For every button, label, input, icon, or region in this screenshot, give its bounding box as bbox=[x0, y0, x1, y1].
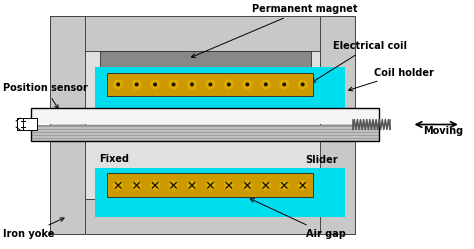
Text: Electrical coil: Electrical coil bbox=[312, 41, 407, 82]
Circle shape bbox=[264, 83, 267, 86]
Bar bbox=[31, 124, 379, 141]
Bar bbox=[95, 67, 345, 116]
Circle shape bbox=[136, 83, 138, 86]
Bar bbox=[320, 16, 355, 234]
Circle shape bbox=[114, 80, 123, 89]
Circle shape bbox=[206, 80, 215, 89]
Text: Permanent magnet: Permanent magnet bbox=[191, 4, 357, 58]
Circle shape bbox=[261, 80, 270, 89]
Circle shape bbox=[280, 80, 289, 89]
Circle shape bbox=[283, 83, 285, 86]
Circle shape bbox=[225, 80, 233, 89]
Bar bbox=[100, 51, 310, 67]
Bar bbox=[108, 174, 313, 197]
Circle shape bbox=[298, 80, 307, 89]
Bar bbox=[95, 168, 345, 217]
Text: Position sensor: Position sensor bbox=[3, 83, 88, 109]
Circle shape bbox=[225, 181, 233, 190]
Bar bbox=[31, 108, 379, 124]
Circle shape bbox=[169, 181, 178, 190]
Bar bbox=[50, 16, 85, 234]
Bar bbox=[31, 108, 379, 141]
Circle shape bbox=[132, 181, 141, 190]
Bar bbox=[50, 16, 355, 51]
Circle shape bbox=[206, 181, 215, 190]
Circle shape bbox=[169, 80, 178, 89]
Circle shape bbox=[301, 83, 304, 86]
Bar bbox=[23, 118, 36, 130]
Circle shape bbox=[132, 80, 141, 89]
Text: Fixed: Fixed bbox=[100, 154, 129, 164]
Circle shape bbox=[117, 83, 119, 86]
Circle shape bbox=[151, 181, 159, 190]
Text: Iron yoke: Iron yoke bbox=[3, 218, 64, 239]
Text: Slider: Slider bbox=[306, 155, 338, 165]
Circle shape bbox=[191, 83, 193, 86]
Text: Coil holder: Coil holder bbox=[348, 67, 434, 91]
Circle shape bbox=[209, 83, 212, 86]
Bar bbox=[85, 51, 355, 199]
Circle shape bbox=[298, 181, 307, 190]
Text: Moving: Moving bbox=[423, 126, 464, 136]
Bar bbox=[50, 199, 355, 234]
Circle shape bbox=[246, 83, 248, 86]
Circle shape bbox=[228, 83, 230, 86]
Circle shape bbox=[172, 83, 175, 86]
Bar bbox=[100, 192, 310, 208]
Circle shape bbox=[261, 181, 270, 190]
Circle shape bbox=[154, 83, 156, 86]
Circle shape bbox=[114, 181, 123, 190]
Circle shape bbox=[151, 80, 159, 89]
Circle shape bbox=[243, 181, 252, 190]
Circle shape bbox=[243, 80, 252, 89]
Bar bbox=[108, 73, 313, 96]
Circle shape bbox=[280, 181, 289, 190]
Text: Air gap: Air gap bbox=[250, 199, 346, 239]
Circle shape bbox=[188, 80, 196, 89]
Circle shape bbox=[188, 181, 196, 190]
